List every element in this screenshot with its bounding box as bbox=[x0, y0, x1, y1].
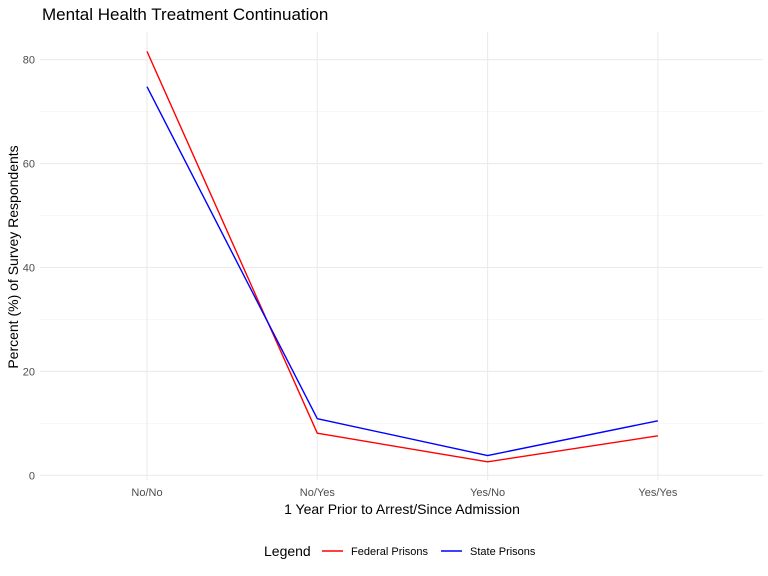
x-tick-label: Yes/Yes bbox=[638, 487, 677, 499]
x-axis-title: 1 Year Prior to Arrest/Since Admission bbox=[284, 501, 520, 517]
y-tick-label: 40 bbox=[23, 263, 35, 275]
y-axis-ticks: 0 20 40 60 80 bbox=[23, 55, 35, 483]
legend-title: Legend bbox=[264, 543, 311, 559]
y-axis-title: Percent (%) of Survey Respondents bbox=[5, 145, 21, 368]
legend-label-0: Federal Prisons bbox=[351, 546, 429, 558]
grid bbox=[40, 32, 763, 480]
x-axis-ticks: No/No No/Yes Yes/No Yes/Yes bbox=[131, 487, 677, 499]
x-tick-label: No/Yes bbox=[300, 487, 336, 499]
series-layer bbox=[146, 51, 659, 463]
legend-label-1: State Prisons bbox=[470, 546, 536, 558]
x-tick-label: Yes/No bbox=[470, 487, 505, 499]
y-tick-label: 20 bbox=[23, 366, 35, 378]
y-tick-label: 0 bbox=[29, 470, 35, 482]
y-tick-label: 60 bbox=[23, 159, 35, 171]
series-line-0 bbox=[146, 51, 659, 463]
chart-title: Mental Health Treatment Continuation bbox=[42, 5, 328, 24]
y-tick-label: 80 bbox=[23, 55, 35, 67]
series-line-1 bbox=[146, 86, 659, 457]
x-tick-label: No/No bbox=[131, 487, 162, 499]
legend: Legend Federal Prisons State Prisons bbox=[264, 543, 536, 559]
